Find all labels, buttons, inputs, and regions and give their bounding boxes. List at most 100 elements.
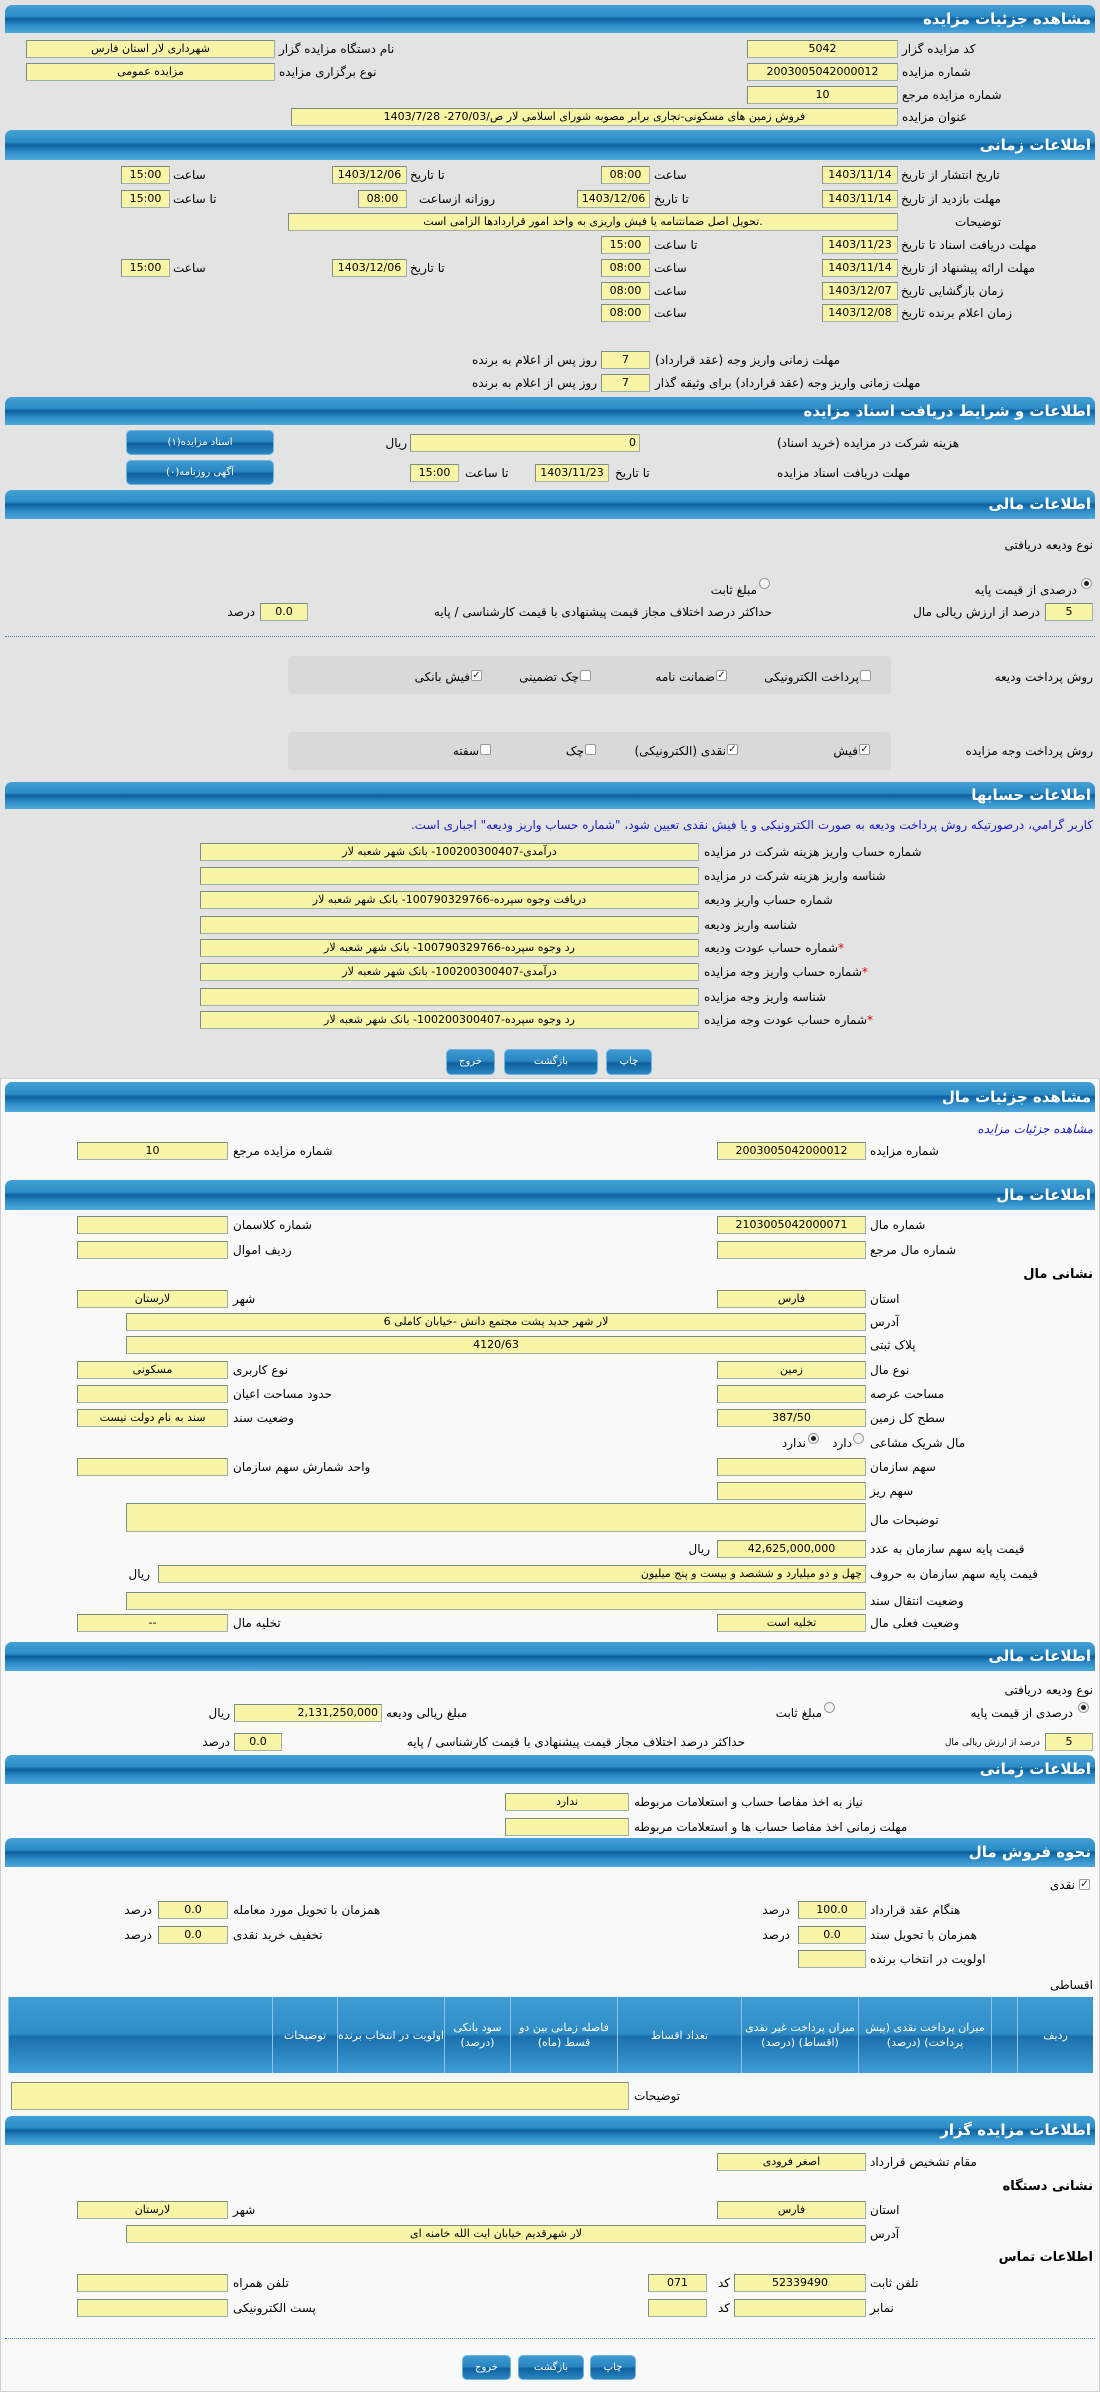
auction-documents-button[interactable]: اسناد مزایده(۱) [126,430,274,455]
cash-discount-field[interactable]: 0.0 [158,1926,228,1944]
checkbox-payment-method[interactable] [585,744,596,755]
property-auction-number-field[interactable]: 2003005042000012 [717,1142,866,1160]
radio-percent-of-base[interactable] [1081,578,1092,589]
account-field[interactable] [200,867,699,885]
offer-from-time-field[interactable]: 08:00 [601,259,650,277]
auction-type-field[interactable]: مزایده عمومی [26,63,275,81]
account-field[interactable]: دریافت وجوه سپرده-100790329766- بانک شهر… [200,891,699,909]
back-button[interactable]: بازگشت [518,2355,584,2380]
print-button[interactable]: چاپ [606,1049,652,1075]
offer-to-field[interactable]: 1403/12/06 [332,259,407,277]
winner-time-field[interactable]: 08:00 [601,304,650,322]
publish-to-field[interactable]: 1403/12/06 [332,166,407,184]
deposit-amount-field[interactable]: 2,131,250,000 [234,1704,382,1722]
org-address-field[interactable]: لار شهرقدیم خیابان ایت الله خامنه ای [126,2225,866,2243]
exit-button[interactable]: خروج [446,1049,495,1075]
with-deed-field[interactable]: 0.0 [798,1926,866,1944]
city-field[interactable]: لارستان [77,1290,228,1308]
lot-area-field[interactable] [717,1385,866,1403]
newspaper-ad-button[interactable]: آگهی روزنامه(۰) [126,460,274,485]
checkbox-payment-method[interactable]: ✓ [727,744,738,755]
clearance-deadline-field[interactable] [505,1818,629,1836]
timing-desc-field[interactable]: .تحویل اصل ضمانتنامه یا فیش واریزی به وا… [288,213,898,231]
org-share-field[interactable] [717,1458,866,1476]
phone-field[interactable]: 52339490 [734,2274,866,2292]
account-field[interactable] [200,916,699,934]
offer-to-time-field[interactable]: 15:00 [121,259,170,277]
with-delivery-field[interactable]: 0.0 [158,1901,228,1919]
radio-fixed-amount[interactable] [824,1702,835,1713]
deed-status-field[interactable]: سند به نام دولت نیست [77,1409,228,1427]
visit-daily-from-field[interactable]: 08:00 [358,190,407,208]
evacuation-field[interactable]: -- [77,1614,228,1632]
auction-subject-field[interactable]: فروش زمین های مسکونی-تجاری برابر مصوبه ش… [291,108,898,126]
radio-percent-of-base[interactable] [1078,1702,1089,1713]
status-field[interactable]: تخلیه است [717,1614,866,1632]
usage-field[interactable]: مسکونی [77,1361,228,1379]
classman-field[interactable] [77,1216,228,1234]
publish-from-field[interactable]: 1403/11/14 [822,166,898,184]
docs-time-field[interactable]: 15:00 [601,236,650,254]
fax-code-field[interactable] [648,2299,707,2317]
visit-daily-to-field[interactable]: 15:00 [121,190,170,208]
email-field[interactable] [77,2299,228,2317]
exit-button[interactable]: خروج [462,2355,511,2380]
fax-field[interactable] [734,2299,866,2317]
opening-time-field[interactable]: 08:00 [601,282,650,300]
sale-desc-field[interactable] [11,2082,629,2110]
winner-date-field[interactable]: 1403/12/08 [822,304,898,322]
checkbox-deposit-method[interactable]: ✓ [471,670,482,681]
property-desc-field[interactable] [126,1502,866,1532]
account-field[interactable]: رد وجوه سپرده-100200300407- بانک شهر شعب… [200,1011,699,1029]
building-area-field[interactable] [77,1385,228,1403]
share-unit-field[interactable] [77,1458,228,1476]
visit-to-field[interactable]: 1403/12/06 [577,190,650,208]
auction-code-field[interactable]: 5042 [747,40,898,58]
priority-field[interactable] [798,1950,866,1968]
pay-collateral-days-field[interactable]: 7 [601,374,650,392]
deposit-percent-field[interactable]: 5 [1045,1733,1093,1751]
publish-from-time-field[interactable]: 08:00 [601,166,650,184]
checkbox-deposit-method[interactable]: ✓ [716,670,727,681]
print-button[interactable]: چاپ [590,2355,636,2380]
price-number-field[interactable]: 42,625,000,000 [717,1540,866,1558]
auction-details-link[interactable]: مشاهده جزئیات مزایده [977,1122,1093,1136]
account-field[interactable]: درآمدی-100200300407- بانک شهر شعبه لار [200,843,699,861]
province-field[interactable]: فارس [717,2201,866,2219]
province-field[interactable]: فارس [717,1290,866,1308]
checkbox-deposit-method[interactable] [580,670,591,681]
property-ref-field[interactable]: 10 [77,1142,228,1160]
property-address-field[interactable]: لار شهر جدید پشت مجتمع دانش -خیابان کامل… [126,1313,866,1331]
transfer-field[interactable] [126,1592,866,1610]
docs-time-field[interactable]: 15:00 [410,464,459,482]
offer-from-field[interactable]: 1403/11/14 [822,259,898,277]
back-button[interactable]: بازگشت [504,1049,598,1075]
auction-ref-field[interactable]: 10 [747,86,898,104]
account-field[interactable]: درآمدی-100200300407- بانک شهر شعبه لار [200,963,699,981]
plaque-field[interactable]: 4120/63 [126,1336,866,1354]
mobile-field[interactable] [77,2274,228,2292]
radio-shared-no[interactable] [808,1433,819,1444]
account-field[interactable] [200,988,699,1006]
phone-code-field[interactable]: 071 [648,2274,707,2292]
clearance-field[interactable]: ندارد [505,1793,629,1811]
checkbox-payment-method[interactable] [480,744,491,755]
authority-field[interactable]: اصغر فرودی [717,2153,866,2171]
ref-item-field[interactable] [717,1241,866,1259]
docs-fee-field[interactable]: 0 [410,434,640,452]
checkbox-payment-method[interactable]: ✓ [859,744,870,755]
land-area-field[interactable]: 387/50 [717,1409,866,1427]
visit-from-field[interactable]: 1403/11/14 [822,190,898,208]
share-detail-field[interactable] [717,1482,866,1500]
checkbox-deposit-method[interactable] [860,670,871,681]
auction-number-field[interactable]: 2003005042000012 [747,63,898,81]
radio-shared-yes[interactable] [853,1433,864,1444]
pay-contract-days-field[interactable]: 7 [601,351,650,369]
docs-to-field[interactable]: 1403/11/23 [822,236,898,254]
at-contract-field[interactable]: 100.0 [798,1901,866,1919]
docs-date-field[interactable]: 1403/11/23 [535,464,609,482]
type-field[interactable]: زمین [717,1361,866,1379]
opening-date-field[interactable]: 1403/12/07 [822,282,898,300]
number-field[interactable]: 2103005042000071 [717,1216,866,1234]
checkbox-cash[interactable]: ✓ [1079,1879,1090,1890]
